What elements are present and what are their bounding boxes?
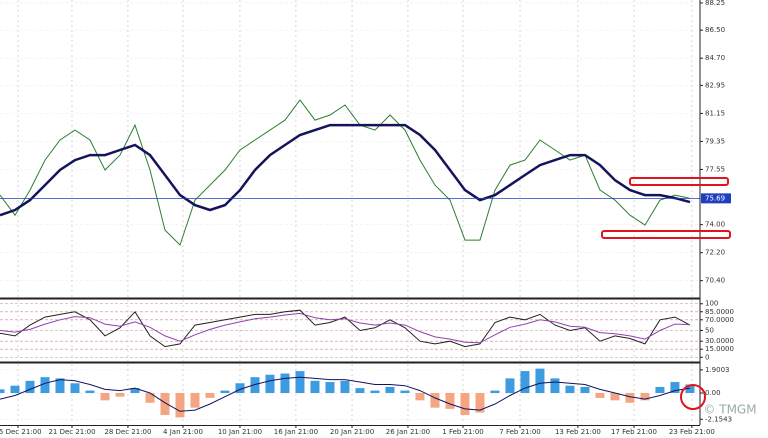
- y-tick-label: 84.70: [705, 54, 725, 62]
- histogram-bar: [400, 390, 410, 394]
- histogram-bar: [295, 371, 305, 394]
- x-tick-label: 23 Feb 21:00: [669, 428, 715, 436]
- histogram-bar: [10, 385, 20, 394]
- histogram-bar: [25, 380, 35, 394]
- current-price-box: [701, 193, 731, 204]
- y-tick-label: 74.00: [705, 221, 725, 229]
- watermark: © TMGM: [703, 403, 756, 417]
- histogram-bar: [430, 393, 440, 408]
- histogram-bar: [160, 393, 170, 415]
- histogram-bar: [220, 390, 230, 394]
- x-tick-label: 7 Feb 21:00: [499, 428, 540, 436]
- x-tick-label: 17 Feb 21:00: [611, 428, 657, 436]
- annotation-circle: [680, 384, 706, 410]
- x-tick-label: 4 Jan 21:00: [163, 428, 203, 436]
- y-tick-label: 100: [705, 300, 718, 308]
- histogram-bar: [190, 393, 200, 408]
- x-tick-label: 21 Dec 21:00: [48, 428, 95, 436]
- y-tick-label: 1.9003: [705, 366, 730, 374]
- histogram-bar: [370, 390, 380, 394]
- series-line: [0, 99, 691, 246]
- histogram-bar: [40, 377, 50, 394]
- histogram-bar: [550, 378, 560, 394]
- histogram-bar: [640, 393, 650, 401]
- y-tick-label: 0.00: [705, 389, 721, 397]
- histogram-bar: [355, 388, 365, 394]
- histogram-bar: [205, 393, 215, 398]
- histogram-bar: [490, 390, 500, 394]
- y-tick-label: 77.55: [705, 165, 725, 173]
- histogram-bar: [565, 385, 575, 394]
- annotation-box: [629, 177, 729, 186]
- x-tick-label: 1 Feb 21:00: [442, 428, 483, 436]
- x-tick-label: 10 Jan 21:00: [218, 428, 262, 436]
- current-price-label: 75.69: [705, 194, 725, 202]
- histogram-bar: [280, 373, 290, 394]
- histogram-bar: [580, 386, 590, 394]
- histogram-bar: [70, 383, 80, 394]
- annotation-box: [601, 230, 731, 239]
- y-tick-label: 70.40: [705, 277, 725, 285]
- histogram-bar: [520, 371, 530, 394]
- y-tick-label: 15.0000: [705, 345, 734, 353]
- series-line: [0, 312, 691, 344]
- y-tick-label: 79.35: [705, 137, 725, 145]
- histogram-bar: [625, 393, 635, 403]
- histogram-bar: [460, 393, 470, 415]
- histogram-bar: [235, 383, 245, 394]
- histogram-bar: [0, 389, 5, 394]
- x-tick-label: 26 Jan 21:00: [386, 428, 430, 436]
- y-tick-label: 50: [705, 327, 714, 335]
- y-tick-label: 86.50: [705, 26, 725, 34]
- histogram-bar: [265, 374, 275, 394]
- histogram-bar: [55, 378, 65, 394]
- histogram-bar: [325, 382, 335, 394]
- y-tick-label: 88.25: [705, 0, 725, 7]
- histogram-bar: [475, 393, 485, 413]
- y-tick-label: 81.15: [705, 109, 725, 117]
- histogram-bar: [310, 380, 320, 394]
- histogram-bar: [115, 393, 125, 397]
- series-line: [0, 309, 691, 348]
- histogram-bar: [535, 368, 545, 394]
- x-tick-label: 20 Jan 21:00: [330, 428, 374, 436]
- x-tick-label: 16 Jan 21:00: [274, 428, 318, 436]
- histogram-bar: [415, 393, 425, 401]
- histogram-bar: [655, 386, 665, 394]
- x-tick-label: 13 Feb 21:00: [555, 428, 601, 436]
- histogram-bar: [610, 393, 620, 401]
- histogram-bar: [685, 384, 695, 394]
- series-line: [0, 123, 691, 217]
- y-tick-label: 30.0000: [705, 337, 734, 345]
- histogram-bar: [595, 393, 605, 398]
- series-line: [0, 376, 691, 412]
- y-tick-label: 85.0000: [705, 308, 734, 316]
- y-tick-label: -2.1543: [705, 415, 732, 423]
- y-tick-label: 70.0000: [705, 316, 734, 324]
- histogram-bar: [505, 378, 515, 394]
- histogram-bar: [670, 382, 680, 394]
- histogram-bar: [85, 390, 95, 394]
- histogram-bar: [100, 393, 110, 401]
- histogram-bar: [385, 386, 395, 394]
- x-tick-label: 15 Dec 21:00: [0, 428, 42, 436]
- y-tick-label: 82.95: [705, 81, 725, 89]
- histogram-bar: [340, 380, 350, 394]
- histogram-bar: [175, 393, 185, 418]
- y-tick-label: 72.20: [705, 249, 725, 257]
- histogram-bar: [445, 393, 455, 409]
- x-tick-label: 28 Dec 21:00: [104, 428, 151, 436]
- histogram-bar: [130, 388, 140, 394]
- histogram-bar: [250, 377, 260, 394]
- y-tick-label: 0: [705, 353, 709, 361]
- histogram-bar: [145, 393, 155, 403]
